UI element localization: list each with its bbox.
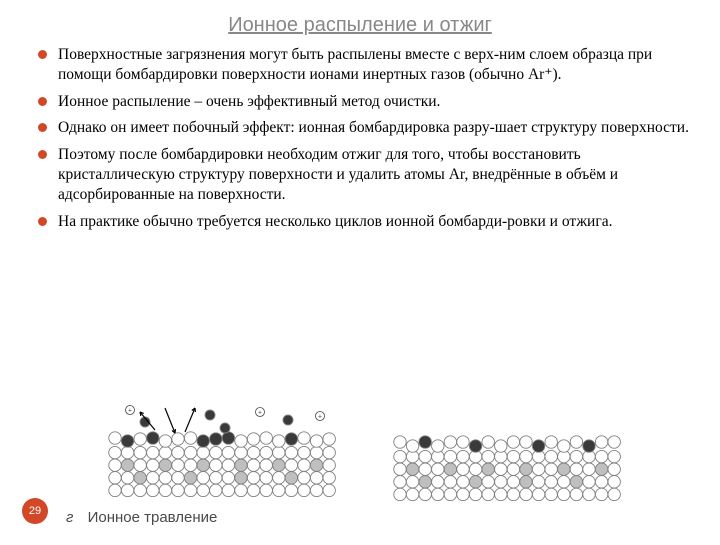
bullet-list-container: Поверхностные загрязнения могут быть рас…: [0, 45, 720, 232]
svg-text:+: +: [318, 413, 322, 421]
caption-text: Ионное травление: [88, 509, 218, 526]
list-item: Ионное распыление – очень эффективный ме…: [40, 92, 692, 112]
list-item: Однако он имеет побочный эффект: ионная …: [40, 118, 692, 138]
page-number-badge: 29: [22, 498, 48, 524]
caption-letter: г: [66, 509, 73, 526]
diagram-caption: г Ионное травление: [66, 509, 217, 526]
bullet-list: Поверхностные загрязнения могут быть рас…: [40, 45, 692, 232]
svg-text:+: +: [128, 407, 132, 415]
list-item: Поверхностные загрязнения могут быть рас…: [40, 45, 692, 85]
svg-text:+: +: [258, 409, 262, 417]
list-item: Поэтому после бомбардировки необходим от…: [40, 145, 692, 204]
slide-title: Ионное распыление и отжиг: [0, 0, 720, 45]
list-item: На практике обычно требуется несколько ц…: [40, 212, 692, 232]
